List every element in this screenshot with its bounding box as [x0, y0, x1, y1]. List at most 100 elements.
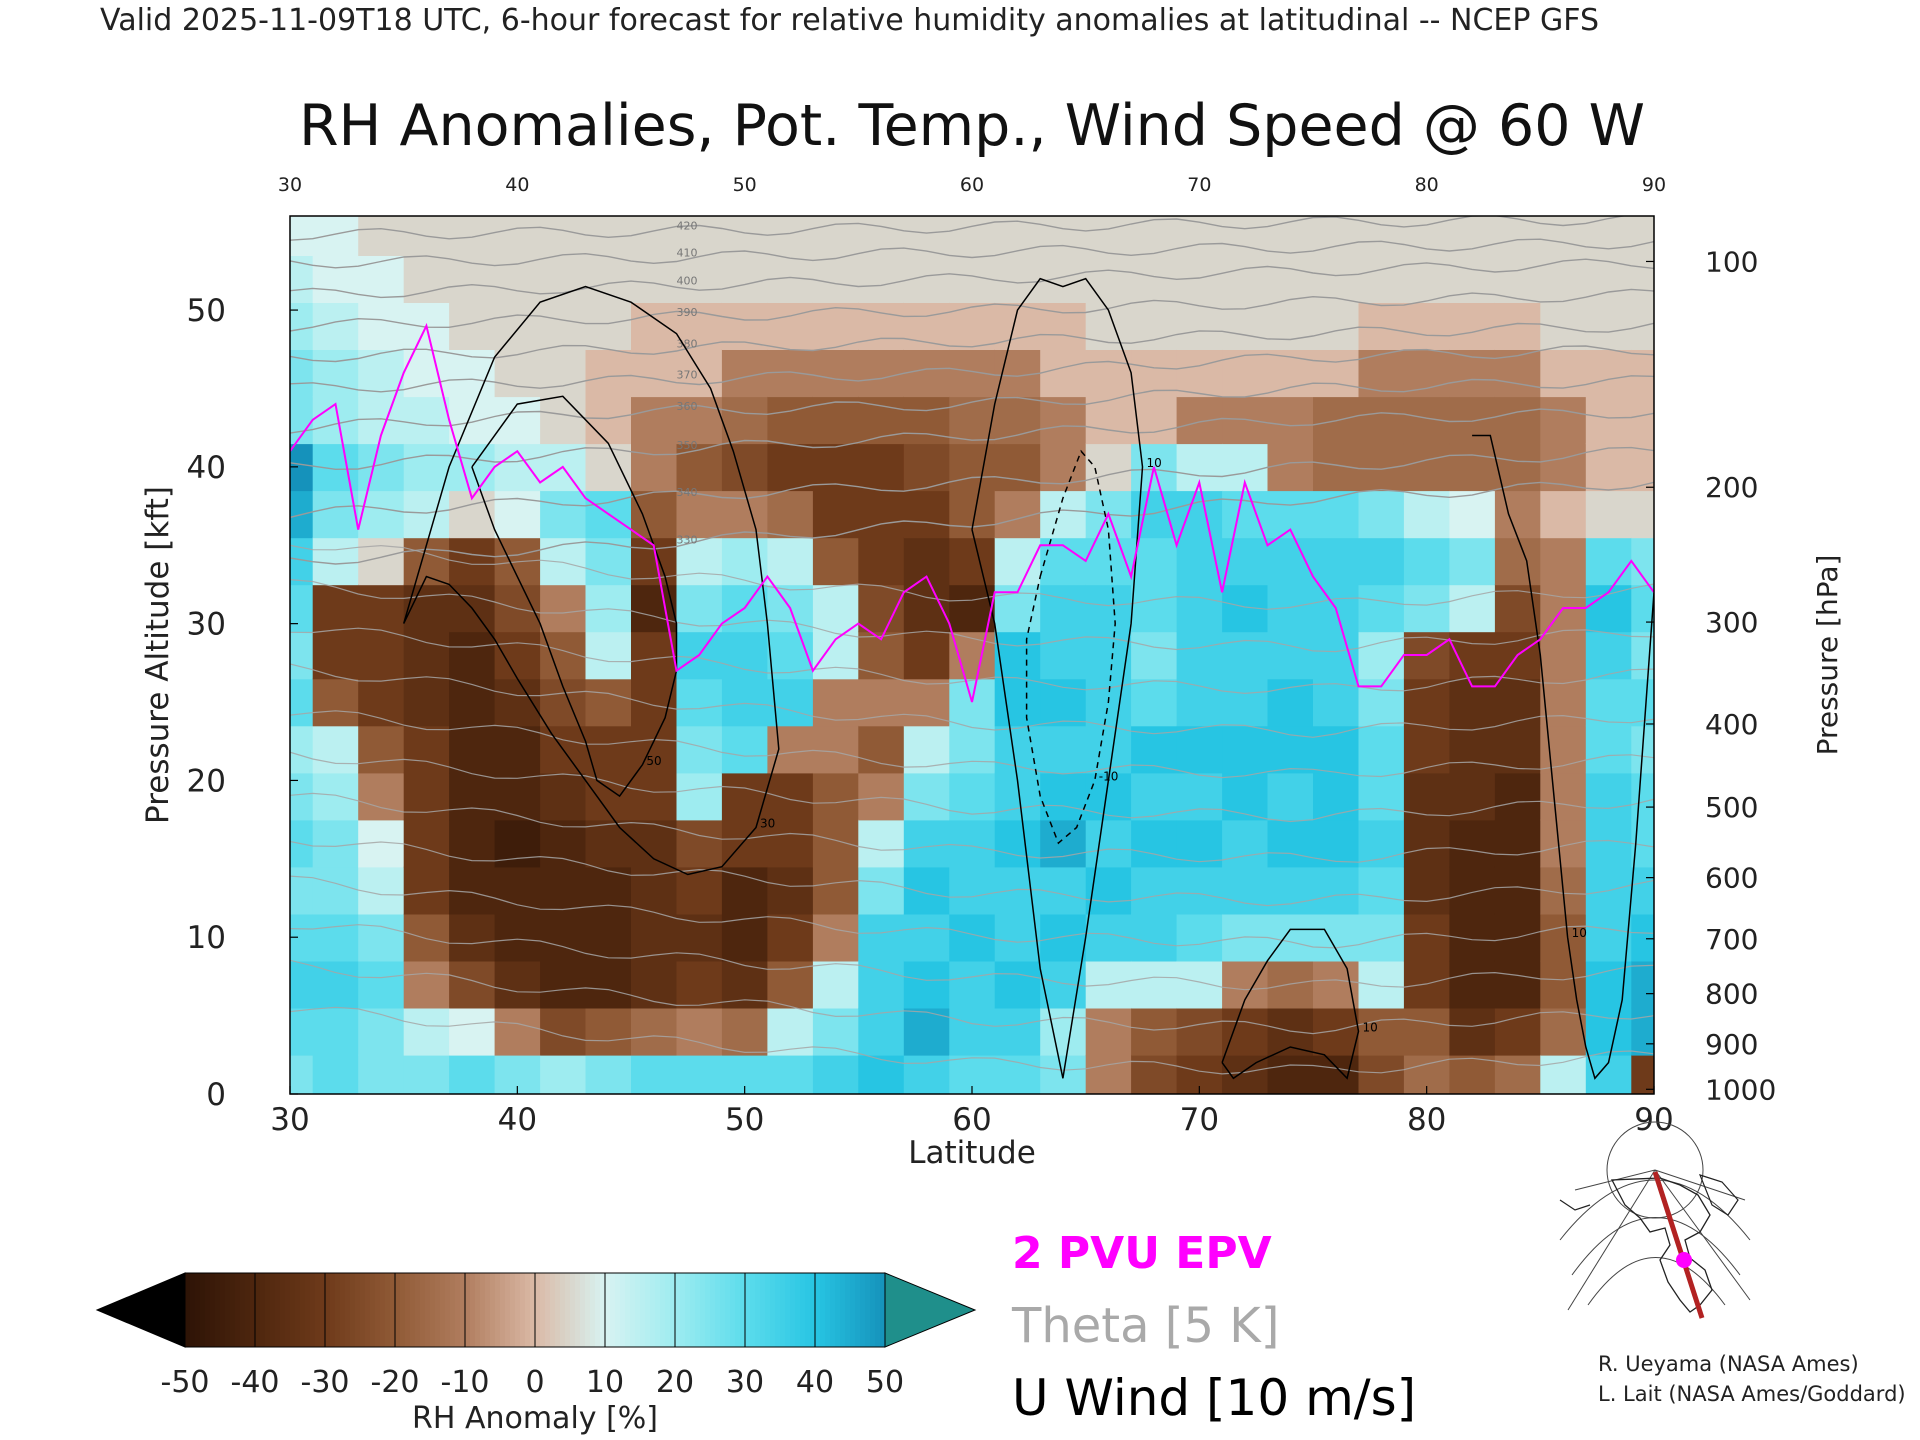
rh-cell: [1449, 537, 1496, 586]
colorbar-swatch: [240, 1273, 246, 1347]
colorbar-swatch: [750, 1273, 756, 1347]
rh-cell: [290, 584, 314, 633]
rh-cell: [1631, 960, 1654, 1009]
rh-cell: [1585, 349, 1633, 398]
rh-cell: [1222, 678, 1269, 727]
rh-cell: [1494, 396, 1542, 445]
colorbar-swatch: [325, 1273, 331, 1347]
rh-cell: [903, 913, 951, 962]
rh-cell: [1131, 349, 1178, 398]
rh-cell: [1267, 631, 1314, 680]
colorbar-tick-label: 50: [866, 1365, 904, 1400]
colorbar-swatch: [625, 1273, 631, 1347]
colorbar-swatch: [865, 1273, 871, 1347]
rh-cell: [1313, 960, 1360, 1009]
rh-cell: [767, 1054, 814, 1094]
x-tick-label: 40: [498, 1102, 537, 1138]
u-wind-label: 10: [1572, 926, 1587, 940]
rh-cell: [1631, 255, 1654, 303]
rh-cell: [358, 302, 405, 350]
rh-cell: [812, 490, 860, 539]
rh-cell: [1085, 255, 1132, 303]
theta-line: [290, 924, 1654, 991]
rh-cell: [1585, 537, 1633, 586]
rh-cell: [949, 772, 996, 821]
rh-cell: [290, 866, 314, 915]
rh-cell: [1449, 443, 1496, 492]
rh-cell: [1313, 537, 1360, 586]
colorbar-swatch: [575, 1273, 581, 1347]
rh-cell: [1176, 913, 1223, 962]
rh-cell: [1222, 396, 1269, 445]
colorbar-swatch: [415, 1273, 421, 1347]
y-axis-label: Pressure Altitude [kft]: [140, 486, 176, 824]
rh-cell: [1313, 913, 1360, 962]
rh-cell: [1540, 216, 1587, 256]
rh-cell: [1449, 960, 1496, 1009]
rh-cell: [1449, 1007, 1496, 1056]
rh-cell: [1358, 349, 1405, 398]
rh-cell: [1494, 960, 1542, 1009]
rh-cell: [494, 772, 541, 821]
colorbar-swatch: [610, 1273, 616, 1347]
rh-cell: [312, 490, 359, 539]
rh-cell: [1631, 678, 1654, 727]
colorbar-swatch: [765, 1273, 771, 1347]
rh-cell: [949, 302, 996, 350]
rh-cell: [494, 960, 541, 1009]
x-top-tick-label: 90: [1642, 174, 1666, 196]
colorbar-swatch: [395, 1273, 401, 1347]
rh-cell: [903, 819, 951, 868]
rh-cell: [1176, 631, 1223, 680]
rh-cell: [312, 631, 359, 680]
theta-line: [290, 408, 1654, 471]
colorbar-swatch: [450, 1273, 456, 1347]
rh-cell: [812, 537, 860, 586]
rh-cell: [1494, 678, 1542, 727]
colorbar-swatch: [520, 1273, 526, 1347]
rh-cell: [540, 913, 587, 962]
rh-cell: [858, 302, 905, 350]
rh-cell: [1313, 349, 1360, 398]
rh-cell: [1494, 772, 1542, 821]
cross-section-line: [1652, 1171, 1705, 1319]
rh-cell: [903, 584, 951, 633]
rh-cell: [994, 725, 1041, 774]
rh-cell: [1403, 490, 1451, 539]
rh-cell: [1131, 396, 1178, 445]
rh-cell: [1631, 396, 1654, 445]
colorbar-swatch: [430, 1273, 436, 1347]
rh-cell: [1358, 819, 1405, 868]
rh-cell: [949, 216, 996, 256]
rh-cell: [540, 960, 587, 1009]
rh-cell: [1449, 866, 1496, 915]
rh-cell: [1176, 302, 1223, 350]
x-tick-label: 90: [1634, 1102, 1673, 1138]
rh-cell: [540, 396, 587, 445]
rh-cell: [1040, 584, 1087, 633]
rh-cell: [1631, 443, 1654, 492]
rh-cell: [903, 631, 951, 680]
rh-cell: [721, 1007, 769, 1056]
rh-cell: [1403, 772, 1451, 821]
rh-cell: [1085, 1054, 1132, 1094]
colorbar-swatch: [220, 1273, 226, 1347]
colorbar-swatch: [620, 1273, 626, 1347]
rh-cell: [631, 678, 678, 727]
theta-line: [290, 959, 1654, 1035]
rh-cell: [1403, 537, 1451, 586]
rh-cell: [1222, 960, 1269, 1009]
colorbar-swatch: [315, 1273, 321, 1347]
rh-cell: [767, 490, 814, 539]
rh-cell: [1631, 866, 1654, 915]
rh-cell: [676, 1007, 723, 1056]
rh-cell: [1313, 490, 1360, 539]
colorbar-swatch: [470, 1273, 476, 1347]
colorbar-swatch: [570, 1273, 576, 1347]
colorbar-swatch: [870, 1273, 876, 1347]
theta-line: [290, 751, 1654, 823]
rh-cell: [358, 1054, 405, 1094]
colorbar-swatch: [215, 1273, 221, 1347]
rh-cell: [540, 255, 587, 303]
x-tick-label: 70: [1180, 1102, 1219, 1138]
